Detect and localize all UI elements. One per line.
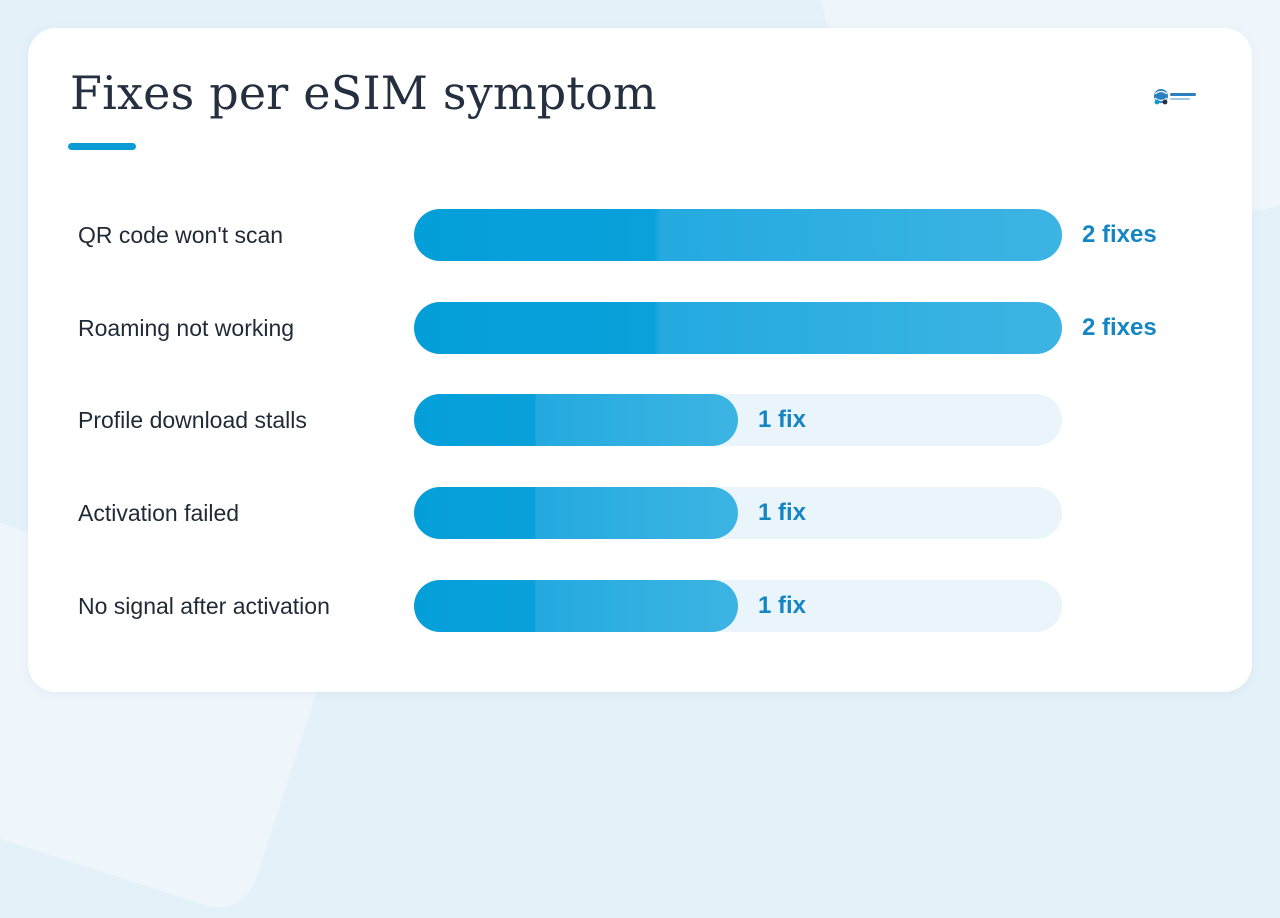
value-label: 1 fix bbox=[758, 591, 807, 619]
value-label: 2 fixes bbox=[1082, 313, 1157, 341]
title-underline bbox=[68, 143, 136, 150]
category-label: Roaming not working bbox=[78, 314, 295, 341]
value-label: 2 fixes bbox=[1082, 221, 1157, 248]
bar bbox=[414, 579, 738, 632]
chart-row: Roaming not working 2 fixes bbox=[28, 301, 1252, 354]
bar-chart: QR code won't scan 2 fixes Roaming not wor… bbox=[28, 28, 1252, 692]
chart-row: No signal after activation 1 fix bbox=[28, 579, 1252, 632]
category-label: QR code won't scan bbox=[78, 222, 284, 248]
bar bbox=[414, 394, 738, 447]
category-label: Activation failed bbox=[78, 500, 240, 527]
chart-row: Profile download stalls 1 fix bbox=[28, 394, 1252, 447]
page-title: Fixes per eSIM symptom bbox=[70, 66, 657, 120]
chart-row: Activation failed 1 fix bbox=[28, 487, 1252, 540]
chart-card: Fixes per eSIM symptom QR code won't sca… bbox=[28, 28, 1252, 692]
bar bbox=[414, 487, 738, 540]
chart-row: QR code won't scan 2 fixes bbox=[28, 209, 1252, 261]
value-label: 1 fix bbox=[758, 406, 807, 434]
value-label: 1 fix bbox=[758, 499, 807, 527]
bar bbox=[414, 209, 1062, 261]
category-label: No signal after activation bbox=[78, 592, 330, 619]
bar bbox=[414, 301, 1062, 354]
globe-people-logo-icon bbox=[1154, 89, 1196, 105]
category-label: Profile download stalls bbox=[78, 407, 307, 434]
